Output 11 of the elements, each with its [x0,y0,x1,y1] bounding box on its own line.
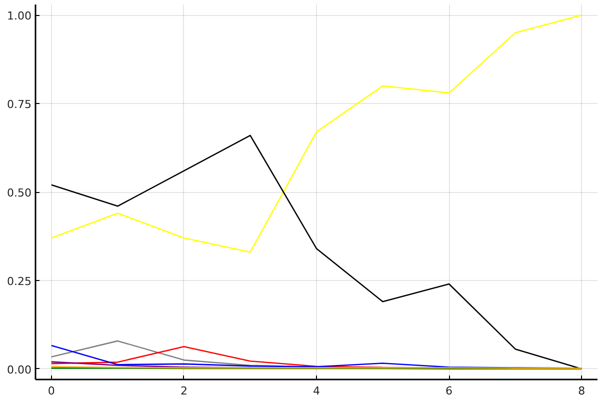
x-tick-label: 6 [446,384,453,398]
y-tick-label: 0.50 [7,186,32,200]
x-tick-label: 4 [313,384,320,398]
y-tick-label: 1.00 [7,10,32,23]
y-tick-label: 0.75 [7,98,32,112]
y-tick-label: 0.25 [7,274,32,288]
x-tick-label: 0 [48,384,55,398]
line-series [50,14,582,253]
x-tick-label: 2 [180,384,188,398]
x-tick-label: 8 [578,384,586,398]
y-tick-label: 0.00 [7,363,32,376]
